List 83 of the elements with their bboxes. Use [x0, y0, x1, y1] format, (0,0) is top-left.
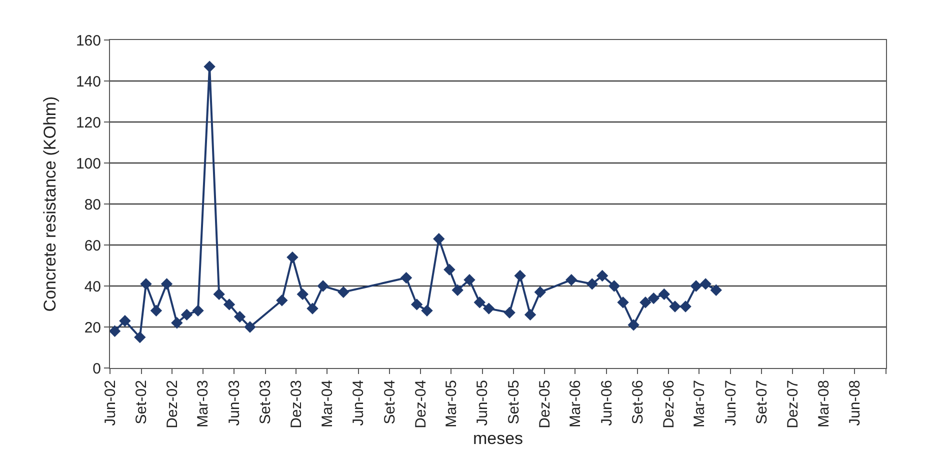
x-tick-label: Jun-07 [722, 380, 740, 426]
point [160, 278, 173, 290]
x-tick-label: Dez-04 [412, 380, 430, 428]
point [286, 251, 298, 264]
x-tick-label: Set-06 [630, 380, 647, 424]
x-tick-label: Set-04 [381, 380, 398, 424]
x-tick-label: Jun-05 [474, 380, 492, 426]
point [150, 304, 162, 316]
point [234, 310, 246, 323]
point [566, 274, 578, 286]
point [444, 264, 456, 276]
point [608, 280, 620, 292]
y-tick-label: 60 [84, 237, 101, 254]
x-tick-label: Dez-07 [784, 380, 802, 428]
x-tick-label: Dez-02 [164, 380, 182, 428]
x-tick-label: Jun-03 [226, 380, 243, 426]
x-tick-label: Jun-04 [350, 380, 368, 426]
point [140, 278, 152, 290]
point [690, 280, 702, 292]
point [108, 325, 121, 337]
point [317, 280, 329, 292]
point [400, 272, 412, 284]
y-tick-label: 0 [92, 360, 101, 378]
x-tick-label: Jun-06 [598, 380, 616, 426]
point [306, 302, 318, 314]
point [640, 296, 652, 308]
x-tick-label: Jun-02 [102, 380, 119, 426]
x-tick-label: Jun-08 [846, 380, 864, 426]
x-tick-label: Set-07 [754, 380, 771, 424]
point [244, 321, 256, 333]
point [514, 270, 526, 282]
point [171, 317, 183, 329]
point [700, 278, 712, 290]
y-tick-label: 140 [76, 73, 101, 90]
x-tick-label: Set-05 [506, 380, 523, 424]
point [180, 308, 193, 321]
point [710, 284, 722, 296]
point [433, 233, 445, 245]
point [534, 286, 546, 298]
point [276, 294, 288, 306]
x-tick-label: Dez-05 [536, 380, 554, 428]
point [204, 60, 216, 72]
x-tick-label: Mar-04 [318, 380, 336, 428]
point [648, 292, 660, 304]
point [669, 300, 681, 312]
point [586, 278, 598, 290]
x-tick-label: Dez-06 [660, 380, 678, 428]
point [192, 304, 204, 316]
point [680, 300, 692, 312]
x-tick-label: Set-03 [257, 380, 274, 424]
y-tick-label: 20 [84, 319, 101, 336]
point [658, 288, 670, 300]
y-tick-label: 40 [84, 278, 101, 296]
y-tick-label: 80 [84, 196, 101, 214]
x-tick-label: Mar-03 [194, 380, 212, 428]
point [452, 284, 464, 296]
point [410, 298, 423, 310]
point [474, 296, 486, 308]
y-axis-title: Concrete resistance (KOhm) [40, 96, 60, 312]
x-tick-label: Dez-03 [288, 380, 306, 428]
x-tick-label: Mar-08 [815, 380, 832, 428]
point [421, 304, 433, 316]
point [338, 286, 350, 298]
x-tick-label: Set-02 [133, 380, 150, 424]
point [504, 306, 516, 318]
point [119, 315, 131, 327]
point [213, 288, 225, 300]
point [482, 302, 495, 314]
point [617, 296, 629, 308]
x-axis-title: meses [472, 428, 524, 448]
point [628, 319, 640, 331]
x-tick-label: Mar-05 [442, 380, 460, 428]
y-tick-label: 160 [76, 32, 101, 50]
point [596, 270, 608, 282]
point [524, 308, 536, 321]
point [223, 298, 236, 310]
y-tick-label: 120 [76, 114, 101, 132]
point [296, 288, 308, 300]
y-tick-label: 100 [76, 155, 101, 172]
point [464, 274, 476, 286]
x-tick-label: Mar-07 [691, 380, 708, 428]
point [134, 331, 146, 344]
x-tick-label: Mar-06 [566, 380, 584, 428]
